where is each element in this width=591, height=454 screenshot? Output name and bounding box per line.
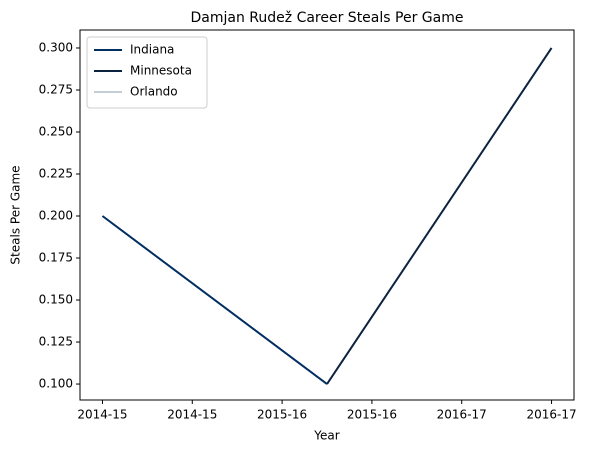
x-tick-label: 2014-15 xyxy=(77,408,127,422)
legend-box xyxy=(86,36,208,109)
legend-label: Indiana xyxy=(130,43,174,57)
y-tick-label: 0.175 xyxy=(39,251,73,265)
y-axis-label: Steals Per Game xyxy=(9,165,23,264)
x-tick-label: 2015-16 xyxy=(257,408,307,422)
y-tick-label: 0.150 xyxy=(39,293,73,307)
line xyxy=(101,215,328,385)
y-tick-label: 0.100 xyxy=(39,377,73,391)
y-tick-label: 0.250 xyxy=(39,124,73,138)
x-tick-label: 2016-17 xyxy=(526,408,576,422)
y-tick-label: 0.125 xyxy=(39,335,73,349)
y-tick-label: 0.275 xyxy=(39,82,73,96)
axes-frame xyxy=(79,29,575,401)
chart-title: Damjan Rudež Career Steals Per Game xyxy=(191,10,464,26)
legend-label: Orlando xyxy=(130,85,178,99)
y-tick-label: 0.200 xyxy=(39,209,73,223)
y-tick-label: 0.300 xyxy=(39,40,73,54)
x-tick-label: 2014-15 xyxy=(167,408,217,422)
x-tick-label: 2016-17 xyxy=(437,408,487,422)
y-tick-label: 0.225 xyxy=(39,167,73,181)
line xyxy=(326,47,553,385)
legend-label: Minnesota xyxy=(130,64,192,78)
x-tick-label: 2015-16 xyxy=(347,408,397,422)
x-axis-label: Year xyxy=(313,429,339,443)
